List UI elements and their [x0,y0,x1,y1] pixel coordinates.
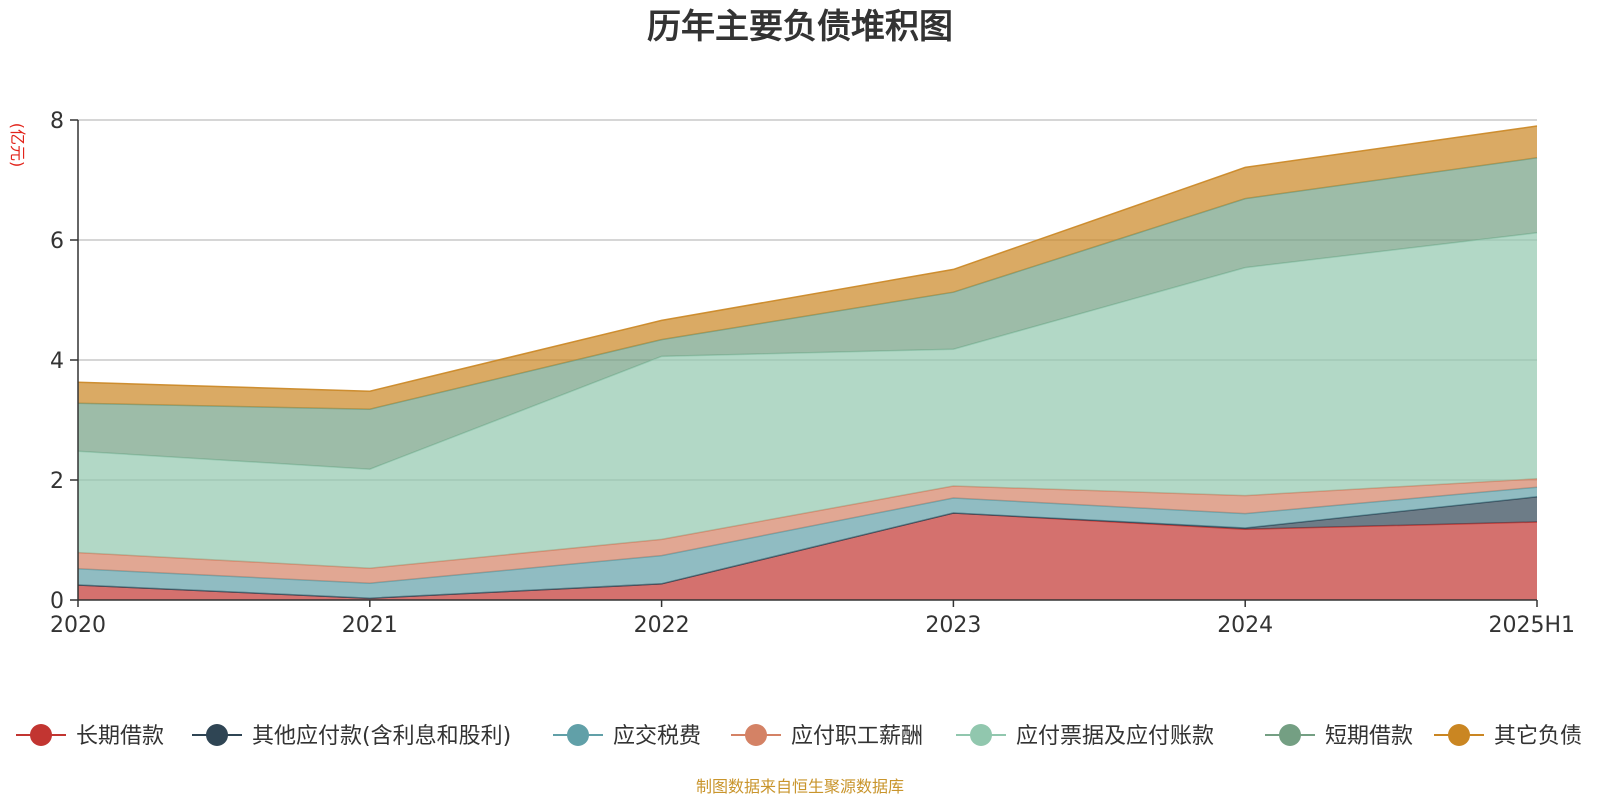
axes: 0 2 4 6 8 2020 2021 2022 2023 2024 2025H1 [50,109,1575,638]
legend-label: 短期借款 [1325,724,1413,749]
y-tick-label: 0 [50,589,64,614]
x-tick-label: 2021 [342,613,398,638]
area-series-5 [78,232,1537,569]
legend-marker [1448,724,1470,746]
legend-marker [30,724,52,746]
area-series-3 [78,487,1537,599]
chart-title: 历年主要负债堆积图 [647,7,953,47]
legend: 长期借款 其他应付款(含利息和股利) 应交税费 应付职工薪酬 应付票据及应付账款 短期借款… [16,724,1582,749]
legend-label: 应付票据及应付账款 [1016,724,1214,749]
legend-label: 其他应付款(含利息和股利) [252,724,511,749]
data-source-note: 制图数据来自恒生聚源数据库 [696,777,904,796]
legend-marker [206,724,228,746]
legend-marker [970,724,992,746]
x-tick-label: 2025H1 [1488,613,1575,638]
area-series-6 [78,157,1537,470]
x-tick-label: 2024 [1217,613,1273,638]
legend-marker [745,724,767,746]
legend-item-3[interactable]: 应交税费 [553,724,701,749]
legend-item-4[interactable]: 应付职工薪酬 [731,724,923,749]
legend-label: 其它负债 [1494,724,1582,749]
legend-label: 应交税费 [613,724,701,749]
y-tick-label: 2 [50,469,64,494]
y-axis-unit: (亿元) [8,123,27,168]
legend-label: 应付职工薪酬 [791,724,923,749]
legend-item-2[interactable]: 其他应付款(含利息和股利) [192,724,511,749]
legend-item-1[interactable]: 长期借款 [16,724,164,749]
y-tick-label: 6 [50,229,64,254]
y-tick-label: 4 [50,349,64,374]
series-line-7 [77,125,1538,392]
legend-item-6[interactable]: 短期借款 [1265,724,1413,749]
legend-label: 长期借款 [76,724,164,749]
area-series-7 [78,126,1537,410]
x-tick-label: 2022 [634,613,690,638]
legend-marker [1279,724,1301,746]
x-tick-label: 2023 [925,613,981,638]
area-series-1 [78,513,1537,600]
legend-marker [567,724,589,746]
x-tick-label: 2020 [50,613,106,638]
area-series-group [77,125,1538,600]
legend-item-5[interactable]: 应付票据及应付账款 [956,724,1214,749]
legend-item-7[interactable]: 其它负债 [1434,724,1582,749]
y-tick-label: 8 [50,109,64,134]
area-series-4 [78,478,1537,584]
